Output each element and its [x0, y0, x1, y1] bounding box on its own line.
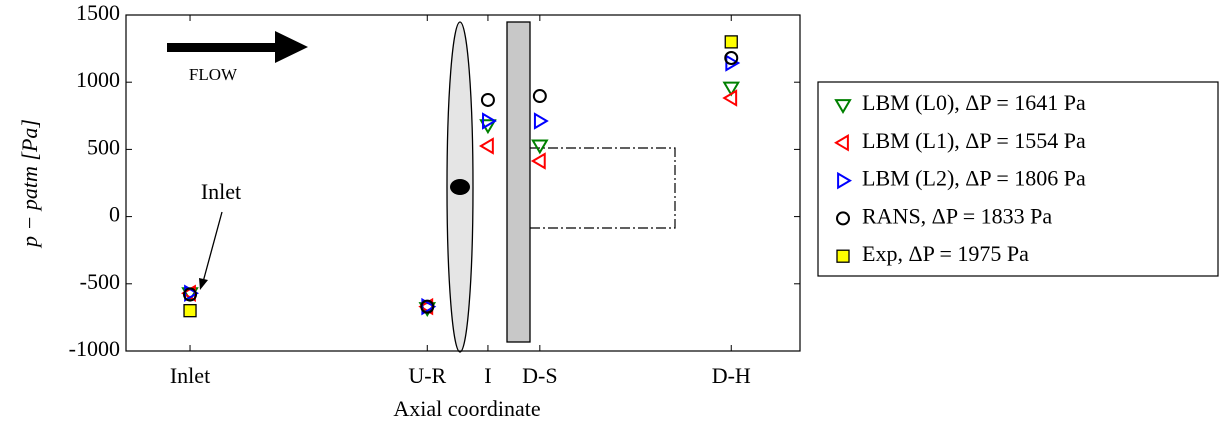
y-tick-label: 1000 [76, 67, 120, 92]
marker [531, 139, 549, 155]
marker [420, 299, 435, 314]
legend-marker [837, 171, 852, 190]
legend-label: LBM (L2), ΔP = 1806 Pa [862, 166, 1086, 191]
fan-hub [450, 179, 470, 195]
inlet-annotation: Inlet [201, 179, 241, 204]
y-tick-label: 1500 [76, 0, 120, 25]
y-tick-label: -1000 [69, 336, 120, 361]
marker [482, 112, 497, 130]
legend-marker [836, 249, 850, 263]
legend-box [817, 81, 1219, 277]
marker [530, 152, 546, 170]
legend-marker [834, 134, 849, 152]
x-tick-label: D-S [522, 363, 557, 388]
marker [418, 297, 434, 316]
inlet-pointer [202, 211, 223, 283]
plot-frame [125, 14, 801, 352]
marker [724, 35, 738, 49]
inlet-pointer-head [199, 278, 208, 290]
x-tick-label: U-R [408, 363, 446, 388]
legend-label: LBM (L1), ΔP = 1554 Pa [862, 128, 1086, 153]
flow-label: FLOW [189, 65, 238, 84]
legend-marker [834, 99, 852, 114]
y-tick-label: 0 [109, 202, 120, 227]
flow-arrow [167, 31, 308, 63]
legend-label: Exp, ΔP = 1975 Pa [862, 241, 1029, 266]
x-axis-label: Axial coordinate [393, 396, 540, 421]
decorations [167, 21, 676, 353]
marker [183, 304, 197, 318]
marker [183, 287, 198, 302]
legend-label: RANS, ΔP = 1833 Pa [862, 203, 1052, 228]
x-tick-label: I [484, 363, 491, 388]
marker [722, 89, 738, 107]
marker [722, 81, 741, 97]
x-tick-label: Inlet [170, 363, 210, 388]
marker [724, 51, 739, 66]
y-axis-label: p − patm [Pa] [17, 119, 42, 249]
legend-marker [836, 211, 850, 226]
marker [480, 92, 495, 107]
marker [533, 112, 549, 130]
plate [506, 21, 531, 343]
x-tick-label: D-H [712, 363, 751, 388]
y-tick-label: 500 [87, 134, 120, 159]
legend-label: LBM (L0), ΔP = 1641 Pa [862, 90, 1086, 115]
marker [532, 89, 547, 104]
marker [421, 297, 437, 316]
marker [478, 137, 494, 155]
box-outline [530, 147, 676, 229]
y-tick-label: -500 [80, 269, 120, 294]
